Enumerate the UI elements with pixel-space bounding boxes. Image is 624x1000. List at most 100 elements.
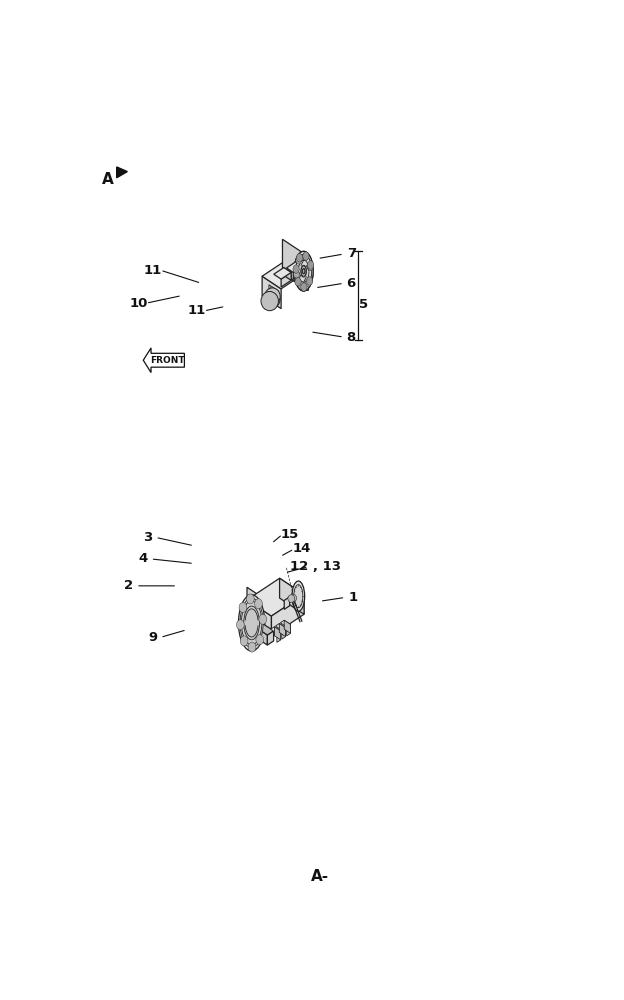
Ellipse shape bbox=[239, 603, 246, 613]
Circle shape bbox=[270, 292, 273, 297]
Ellipse shape bbox=[241, 601, 262, 645]
Polygon shape bbox=[274, 268, 291, 279]
Polygon shape bbox=[280, 623, 286, 637]
Circle shape bbox=[276, 293, 278, 297]
Ellipse shape bbox=[290, 594, 296, 602]
Circle shape bbox=[272, 290, 275, 295]
Ellipse shape bbox=[301, 266, 306, 276]
Circle shape bbox=[272, 293, 275, 298]
Ellipse shape bbox=[294, 251, 313, 291]
Polygon shape bbox=[284, 620, 290, 633]
Ellipse shape bbox=[294, 585, 303, 608]
Polygon shape bbox=[274, 294, 276, 296]
Text: A-: A- bbox=[311, 869, 329, 884]
Ellipse shape bbox=[306, 277, 313, 285]
Circle shape bbox=[274, 289, 276, 294]
Text: 1: 1 bbox=[348, 591, 358, 604]
Text: FRONT: FRONT bbox=[150, 356, 185, 365]
Ellipse shape bbox=[238, 595, 265, 651]
Polygon shape bbox=[284, 597, 290, 609]
Polygon shape bbox=[269, 285, 278, 304]
Ellipse shape bbox=[265, 291, 280, 308]
Ellipse shape bbox=[256, 635, 263, 645]
Polygon shape bbox=[282, 628, 286, 639]
Text: 6: 6 bbox=[346, 277, 356, 290]
Polygon shape bbox=[280, 620, 290, 627]
Ellipse shape bbox=[248, 642, 256, 652]
Circle shape bbox=[270, 294, 273, 299]
Polygon shape bbox=[247, 587, 269, 635]
Ellipse shape bbox=[259, 614, 266, 624]
Ellipse shape bbox=[302, 268, 305, 274]
Text: 4: 4 bbox=[139, 552, 148, 565]
Ellipse shape bbox=[308, 263, 313, 271]
Circle shape bbox=[272, 296, 275, 300]
Circle shape bbox=[276, 296, 278, 300]
Ellipse shape bbox=[240, 598, 263, 648]
Ellipse shape bbox=[296, 255, 311, 287]
Text: 9: 9 bbox=[149, 631, 157, 644]
Ellipse shape bbox=[296, 254, 312, 288]
Circle shape bbox=[276, 290, 278, 295]
Ellipse shape bbox=[303, 252, 309, 260]
Polygon shape bbox=[117, 167, 127, 178]
Text: 7: 7 bbox=[347, 247, 356, 260]
Ellipse shape bbox=[303, 269, 305, 274]
Ellipse shape bbox=[265, 288, 280, 305]
Polygon shape bbox=[283, 239, 307, 289]
Circle shape bbox=[272, 288, 275, 292]
Polygon shape bbox=[144, 348, 185, 373]
Text: 2: 2 bbox=[124, 579, 134, 592]
Ellipse shape bbox=[244, 606, 260, 640]
Polygon shape bbox=[275, 627, 281, 640]
Polygon shape bbox=[254, 622, 273, 635]
Text: 3: 3 bbox=[144, 531, 153, 544]
Polygon shape bbox=[262, 258, 308, 289]
Text: 8: 8 bbox=[346, 331, 356, 344]
Ellipse shape bbox=[301, 283, 307, 291]
Circle shape bbox=[276, 298, 278, 303]
Ellipse shape bbox=[293, 582, 304, 610]
Ellipse shape bbox=[288, 595, 295, 602]
Circle shape bbox=[270, 289, 273, 294]
Polygon shape bbox=[247, 600, 271, 636]
Polygon shape bbox=[290, 258, 308, 291]
Circle shape bbox=[274, 292, 276, 296]
Polygon shape bbox=[296, 262, 303, 273]
Polygon shape bbox=[277, 631, 281, 642]
Ellipse shape bbox=[296, 254, 303, 262]
Text: 15: 15 bbox=[281, 528, 299, 541]
Polygon shape bbox=[267, 631, 273, 645]
Polygon shape bbox=[247, 578, 304, 616]
Polygon shape bbox=[271, 594, 304, 636]
Ellipse shape bbox=[303, 253, 308, 260]
Ellipse shape bbox=[295, 278, 301, 286]
Text: A: A bbox=[102, 172, 114, 187]
Ellipse shape bbox=[236, 620, 244, 630]
Polygon shape bbox=[271, 627, 281, 633]
Circle shape bbox=[274, 294, 276, 299]
Text: 5: 5 bbox=[359, 298, 368, 311]
Text: 10: 10 bbox=[129, 297, 148, 310]
Polygon shape bbox=[284, 268, 291, 280]
Ellipse shape bbox=[296, 256, 301, 264]
Ellipse shape bbox=[292, 581, 305, 611]
Ellipse shape bbox=[301, 265, 306, 277]
Text: 11: 11 bbox=[144, 264, 162, 277]
Polygon shape bbox=[254, 626, 267, 645]
Polygon shape bbox=[293, 266, 303, 279]
Ellipse shape bbox=[246, 594, 254, 604]
Polygon shape bbox=[274, 297, 276, 298]
Ellipse shape bbox=[261, 291, 278, 311]
Ellipse shape bbox=[293, 265, 300, 273]
Ellipse shape bbox=[294, 270, 300, 278]
Polygon shape bbox=[286, 262, 303, 272]
Text: 11: 11 bbox=[187, 304, 205, 317]
Ellipse shape bbox=[240, 636, 248, 646]
Polygon shape bbox=[281, 272, 291, 287]
Polygon shape bbox=[262, 276, 281, 309]
Ellipse shape bbox=[255, 599, 262, 609]
Ellipse shape bbox=[308, 261, 314, 269]
Text: 12 , 13: 12 , 13 bbox=[290, 560, 341, 573]
Text: 14: 14 bbox=[292, 542, 311, 555]
